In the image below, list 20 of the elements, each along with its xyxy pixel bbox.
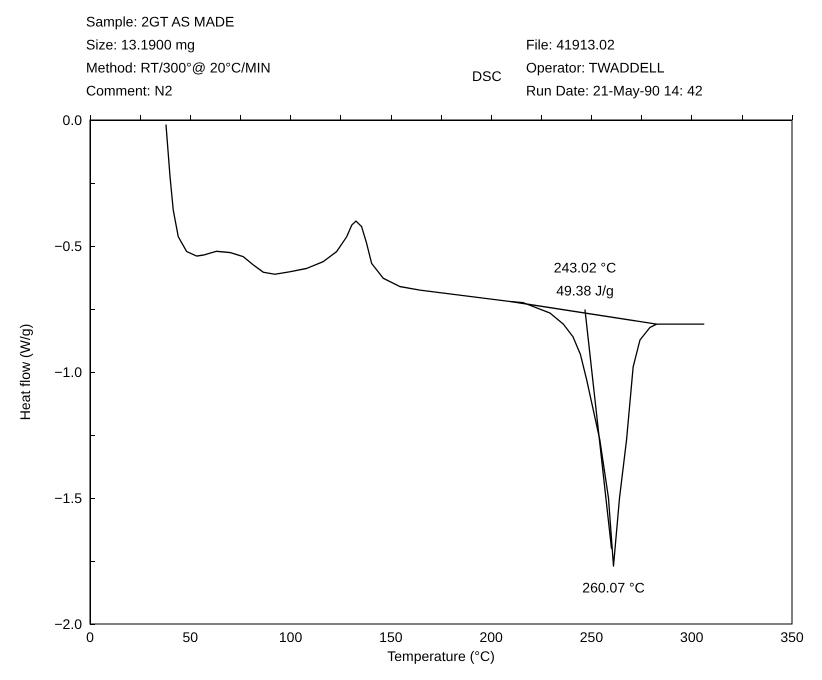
y-tick-label: −0.5	[54, 238, 82, 254]
y-tick-label: −2.0	[54, 616, 82, 632]
x-tick-label: 250	[580, 629, 604, 645]
text: File: 41913.02 Operator: TWADDELL Run Date: 21-May-90 14: 42	[526, 36, 703, 98]
x-tick-label: 50	[182, 629, 198, 645]
y-tick-label: −1.0	[54, 364, 82, 380]
x-tick-label: 100	[278, 629, 302, 645]
x-tick-label: 200	[479, 629, 504, 645]
x-tick-label: 150	[379, 629, 403, 645]
x-tick-label: 0	[86, 629, 94, 645]
text: Sample: 2GT AS MADE Size: 13.1900 mg Method: RT/300°@ 20°C/MIN Comment: N2	[86, 14, 271, 98]
y-axis-title: Heat flow (W/g)	[17, 324, 33, 420]
y-tick-label: −1.5	[54, 490, 82, 506]
annotation: 260.07 °C	[582, 580, 645, 596]
annotation: 243.02 °C 49.38 J/g	[554, 260, 616, 299]
x-axis-title: Temperature (°C)	[387, 648, 495, 664]
y-tick-label: 0.0	[62, 112, 82, 128]
x-tick-label: 300	[680, 629, 704, 645]
x-tick-label: 350	[780, 629, 804, 645]
chart-title: DSC	[472, 68, 502, 84]
